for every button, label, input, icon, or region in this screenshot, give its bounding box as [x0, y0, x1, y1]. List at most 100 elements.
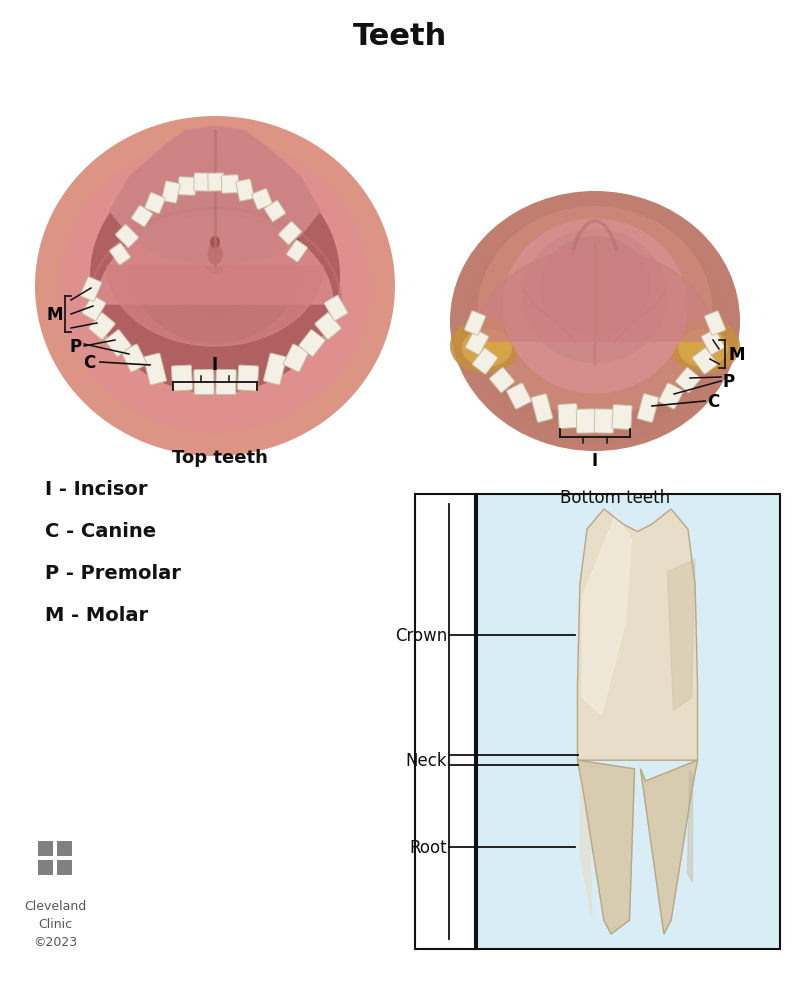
FancyBboxPatch shape	[178, 177, 196, 196]
Polygon shape	[475, 249, 715, 342]
Ellipse shape	[93, 170, 338, 404]
Polygon shape	[110, 127, 320, 267]
Polygon shape	[667, 560, 695, 710]
Text: Crown: Crown	[394, 626, 447, 644]
Text: C: C	[707, 392, 719, 410]
FancyBboxPatch shape	[286, 241, 307, 262]
FancyBboxPatch shape	[238, 366, 258, 391]
FancyBboxPatch shape	[143, 354, 166, 386]
Ellipse shape	[670, 319, 740, 374]
Text: M: M	[46, 306, 63, 323]
FancyBboxPatch shape	[171, 366, 193, 391]
FancyBboxPatch shape	[576, 409, 596, 434]
Ellipse shape	[60, 139, 370, 434]
Text: I - Incisor: I - Incisor	[45, 480, 147, 499]
Polygon shape	[582, 515, 631, 715]
Polygon shape	[578, 760, 634, 934]
FancyBboxPatch shape	[105, 330, 131, 357]
Ellipse shape	[450, 319, 520, 374]
Text: C: C	[82, 354, 95, 372]
FancyBboxPatch shape	[252, 189, 272, 210]
Text: C - Canine: C - Canine	[45, 522, 156, 541]
Ellipse shape	[478, 219, 713, 434]
Bar	[57, 841, 72, 856]
Ellipse shape	[502, 219, 687, 394]
Text: P: P	[70, 337, 82, 356]
FancyBboxPatch shape	[283, 345, 309, 373]
Ellipse shape	[150, 189, 280, 315]
Text: I: I	[592, 452, 598, 469]
FancyBboxPatch shape	[531, 394, 553, 423]
FancyBboxPatch shape	[222, 176, 238, 194]
FancyBboxPatch shape	[131, 206, 153, 228]
Polygon shape	[110, 127, 320, 267]
Text: Cleveland
Clinic
©2023: Cleveland Clinic ©2023	[24, 899, 86, 948]
Ellipse shape	[210, 237, 220, 248]
FancyBboxPatch shape	[194, 174, 210, 192]
Ellipse shape	[478, 207, 713, 416]
FancyBboxPatch shape	[263, 354, 286, 386]
FancyBboxPatch shape	[236, 179, 254, 202]
Ellipse shape	[522, 230, 667, 364]
Ellipse shape	[127, 179, 302, 344]
Text: I: I	[212, 356, 218, 374]
FancyBboxPatch shape	[299, 330, 325, 357]
Polygon shape	[687, 770, 693, 881]
FancyBboxPatch shape	[558, 404, 578, 429]
FancyBboxPatch shape	[82, 296, 106, 321]
FancyBboxPatch shape	[324, 296, 348, 321]
Ellipse shape	[207, 244, 222, 266]
Ellipse shape	[35, 117, 395, 457]
Ellipse shape	[540, 237, 650, 336]
FancyBboxPatch shape	[208, 174, 224, 192]
FancyBboxPatch shape	[675, 368, 701, 393]
Ellipse shape	[465, 207, 725, 447]
FancyBboxPatch shape	[473, 349, 498, 375]
Polygon shape	[641, 760, 698, 934]
Text: Bottom teeth: Bottom teeth	[560, 488, 670, 507]
Ellipse shape	[678, 329, 728, 368]
FancyBboxPatch shape	[278, 222, 302, 246]
Ellipse shape	[60, 142, 370, 432]
Bar	[38, 860, 53, 876]
Bar	[415, 495, 477, 950]
Ellipse shape	[78, 155, 353, 419]
Polygon shape	[581, 770, 592, 917]
FancyBboxPatch shape	[115, 225, 138, 248]
FancyBboxPatch shape	[638, 394, 658, 423]
Bar	[57, 860, 72, 876]
FancyBboxPatch shape	[315, 314, 341, 340]
Ellipse shape	[462, 329, 512, 368]
Text: Neck: Neck	[406, 751, 447, 769]
Text: M - Molar: M - Molar	[45, 605, 148, 625]
Bar	[38, 841, 53, 856]
FancyBboxPatch shape	[693, 349, 718, 375]
Ellipse shape	[204, 243, 226, 275]
Text: M: M	[728, 346, 745, 364]
Ellipse shape	[450, 192, 740, 452]
Text: Top teeth: Top teeth	[172, 449, 268, 466]
FancyBboxPatch shape	[110, 244, 130, 265]
FancyBboxPatch shape	[216, 370, 236, 395]
Bar	[415, 495, 477, 950]
Text: Teeth: Teeth	[353, 22, 447, 51]
FancyBboxPatch shape	[466, 330, 489, 355]
FancyBboxPatch shape	[465, 312, 486, 336]
FancyBboxPatch shape	[506, 384, 531, 409]
Bar	[475, 495, 780, 950]
FancyBboxPatch shape	[594, 409, 614, 434]
FancyBboxPatch shape	[702, 330, 725, 355]
Polygon shape	[107, 267, 323, 347]
FancyBboxPatch shape	[194, 370, 214, 395]
FancyBboxPatch shape	[162, 181, 180, 204]
Text: P: P	[723, 373, 735, 390]
Ellipse shape	[90, 160, 340, 394]
FancyBboxPatch shape	[122, 345, 146, 373]
FancyBboxPatch shape	[705, 312, 726, 336]
Bar	[475, 495, 780, 950]
FancyBboxPatch shape	[612, 405, 632, 430]
Text: Root: Root	[410, 838, 447, 856]
FancyBboxPatch shape	[81, 277, 102, 302]
Polygon shape	[97, 217, 333, 305]
Text: P - Premolar: P - Premolar	[45, 564, 181, 583]
